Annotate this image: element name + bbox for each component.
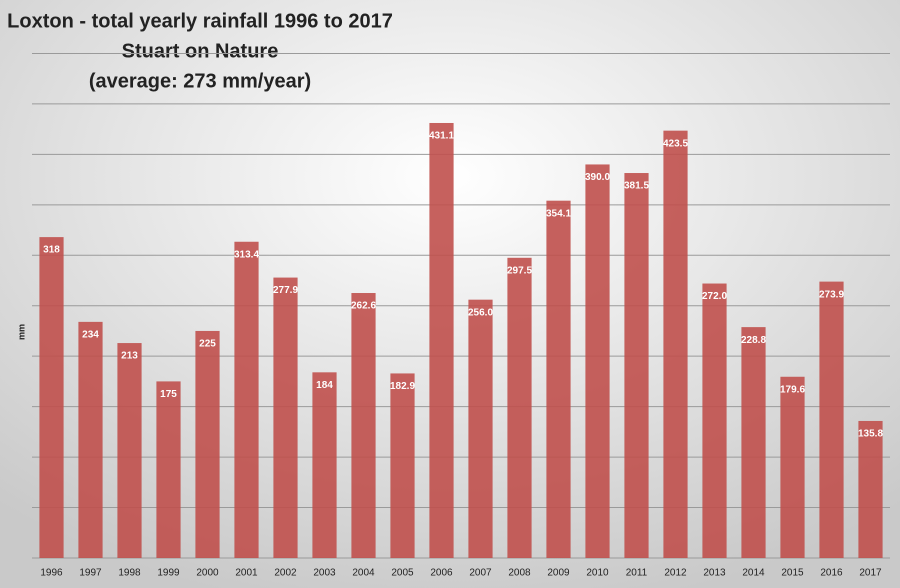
x-tick-label: 1999 — [157, 568, 180, 579]
x-tick-label: 2002 — [274, 568, 297, 579]
bar — [663, 130, 688, 558]
value-label: 184 — [316, 380, 333, 391]
x-tick-label: 2007 — [469, 568, 492, 579]
value-label: 318 — [43, 245, 60, 256]
bar — [195, 330, 220, 558]
x-tick-label: 2003 — [313, 568, 336, 579]
bar — [546, 200, 571, 558]
value-label: 273.9 — [819, 289, 844, 300]
bar — [117, 343, 142, 558]
x-tick-label: 2014 — [742, 568, 765, 579]
value-label: 431.1 — [429, 131, 454, 142]
x-tick-label: 2008 — [508, 568, 531, 579]
bar — [468, 299, 493, 558]
value-label: 390.0 — [585, 172, 610, 183]
value-label: 297.5 — [507, 265, 532, 276]
x-tick-label: 2012 — [664, 568, 687, 579]
bar — [312, 372, 337, 558]
annotation: (average: 273 mm/year) — [89, 70, 311, 92]
value-label: 277.9 — [273, 285, 298, 296]
bar — [741, 327, 766, 558]
y-axis-label: mm — [16, 324, 26, 340]
x-tick-label: 2006 — [430, 568, 453, 579]
bar — [780, 376, 805, 558]
bar — [78, 321, 103, 558]
chart-subtitle: Stuart on Nature — [122, 40, 279, 62]
x-tick-label: 2011 — [626, 568, 648, 579]
value-label: 381.5 — [624, 181, 649, 192]
bar — [39, 237, 64, 559]
bar — [819, 281, 844, 558]
x-tick-label: 1997 — [79, 568, 102, 579]
value-label: 225 — [199, 339, 216, 350]
value-label: 313.4 — [234, 249, 259, 260]
bar — [507, 257, 532, 558]
bar — [156, 381, 181, 558]
x-tick-label: 2017 — [859, 568, 882, 579]
value-label: 175 — [160, 389, 177, 400]
bar — [585, 164, 610, 559]
value-label: 234 — [82, 330, 99, 341]
value-label: 256.0 — [468, 307, 493, 318]
value-label: 182.9 — [390, 381, 415, 392]
x-tick-label: 2013 — [703, 568, 726, 579]
bar — [234, 241, 259, 558]
chart-title: Loxton - total yearly rainfall 1996 to 2… — [7, 10, 393, 32]
bar — [429, 122, 454, 559]
bar — [273, 277, 298, 558]
x-tick-label: 2009 — [547, 568, 570, 579]
value-label: 213 — [121, 351, 138, 362]
x-tick-label: 1996 — [40, 568, 63, 579]
value-label: 135.8 — [858, 429, 883, 440]
x-tick-label: 2016 — [820, 568, 843, 579]
x-tick-label: 2001 — [235, 568, 258, 579]
value-label: 272.0 — [702, 291, 727, 302]
value-label: 179.6 — [780, 384, 805, 395]
bar — [858, 420, 883, 558]
x-tick-label: 2005 — [391, 568, 414, 579]
x-tick-label: 2010 — [586, 568, 609, 579]
x-tick-label: 2000 — [196, 568, 219, 579]
bar — [390, 373, 415, 558]
bar — [624, 173, 649, 559]
x-tick-label: 2015 — [781, 568, 804, 579]
value-label: 354.1 — [546, 208, 571, 219]
bar — [351, 293, 376, 558]
value-label: 262.6 — [351, 301, 376, 312]
value-label: 228.8 — [741, 335, 766, 346]
bar — [702, 283, 727, 558]
x-tick-label: 1998 — [118, 568, 141, 579]
value-label: 423.5 — [663, 138, 688, 149]
x-tick-label: 2004 — [352, 568, 375, 579]
